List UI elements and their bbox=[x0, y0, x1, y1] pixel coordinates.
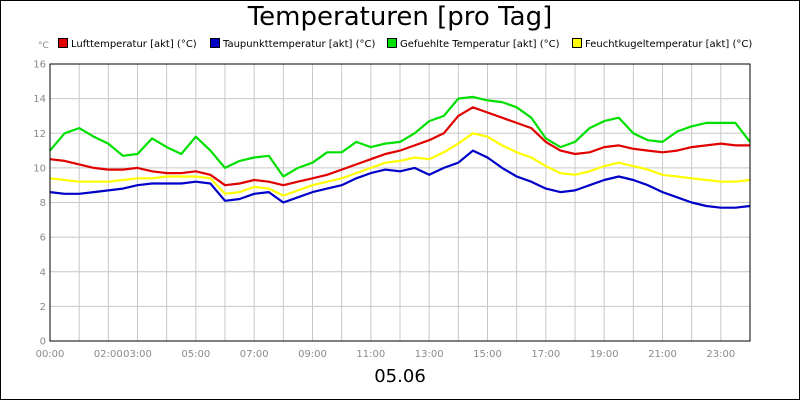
x-tick-label: 23:00 bbox=[706, 349, 735, 360]
legend-label-lufttemperatur: Lufttemperatur [akt] (°C) bbox=[71, 39, 197, 50]
y-tick-label: 14 bbox=[33, 94, 46, 105]
legend-label-gefuehlte-temperatur: Gefuehlte Temperatur [akt] (°C) bbox=[400, 39, 560, 50]
x-axis-ticks: 00:00 02:00 03:00 05:00 07:00 09:00 11:00 13:00… bbox=[36, 349, 736, 360]
series-line-1 bbox=[49, 149, 751, 209]
series-line-3 bbox=[49, 132, 751, 197]
y-tick-label: 10 bbox=[33, 163, 46, 174]
x-tick-label: 02:00 bbox=[94, 349, 123, 360]
y-tick-label: 0 bbox=[40, 337, 46, 348]
x-tick-label: 21:00 bbox=[648, 349, 677, 360]
date-label: 05.06 bbox=[374, 366, 426, 387]
y-tick-label: 8 bbox=[40, 198, 46, 209]
plot-border bbox=[49, 63, 751, 342]
legend-swatch-lufttemperatur bbox=[58, 38, 68, 48]
x-tick-label: 05:00 bbox=[181, 349, 210, 360]
series-line-0 bbox=[49, 106, 750, 187]
x-tick-label: 19:00 bbox=[590, 349, 619, 360]
x-tick-label: 03:00 bbox=[123, 349, 152, 360]
series-line-2 bbox=[49, 95, 751, 178]
y-tick-label: 6 bbox=[40, 233, 46, 244]
x-tick-label: 09:00 bbox=[298, 349, 327, 360]
y-axis-ticks: 0 2 4 6 8 10 12 14 16 bbox=[33, 60, 46, 348]
x-tick-label: 11:00 bbox=[356, 349, 385, 360]
grid bbox=[49, 63, 751, 342]
y-tick-label: 12 bbox=[33, 129, 46, 140]
legend-swatch-feuchtkugeltemperatur bbox=[572, 38, 582, 48]
series-lines bbox=[49, 95, 751, 209]
legend-item-lufttemperatur: Lufttemperatur [akt] (°C) bbox=[58, 38, 197, 50]
legend-label-taupunkttemperatur: Taupunkttemperatur [akt] (°C) bbox=[223, 39, 376, 50]
x-tick-label: 15:00 bbox=[473, 349, 502, 360]
legend-swatch-taupunkttemperatur bbox=[210, 38, 220, 48]
legend-item-feuchtkugeltemperatur: Feuchtkugeltemperatur [akt] (°C) bbox=[572, 38, 752, 50]
x-tick-label: 13:00 bbox=[415, 349, 444, 360]
y-axis-unit: °C bbox=[38, 41, 49, 51]
x-tick-label: 07:00 bbox=[240, 349, 269, 360]
legend-label-feuchtkugeltemperatur: Feuchtkugeltemperatur [akt] (°C) bbox=[585, 39, 753, 50]
x-tick-label: 00:00 bbox=[36, 349, 65, 360]
legend-item-taupunkttemperatur: Taupunkttemperatur [akt] (°C) bbox=[210, 38, 375, 50]
legend-item-gefuehlte-temperatur: Gefuehlte Temperatur [akt] (°C) bbox=[387, 38, 559, 50]
x-tick-label: 17:00 bbox=[531, 349, 560, 360]
y-tick-label: 4 bbox=[40, 267, 46, 278]
y-tick-label: 2 bbox=[40, 302, 46, 313]
chart-title: Temperaturen [pro Tag] bbox=[247, 2, 553, 32]
legend-swatch-gefuehlte-temperatur bbox=[387, 38, 397, 48]
y-tick-label: 16 bbox=[33, 60, 46, 71]
